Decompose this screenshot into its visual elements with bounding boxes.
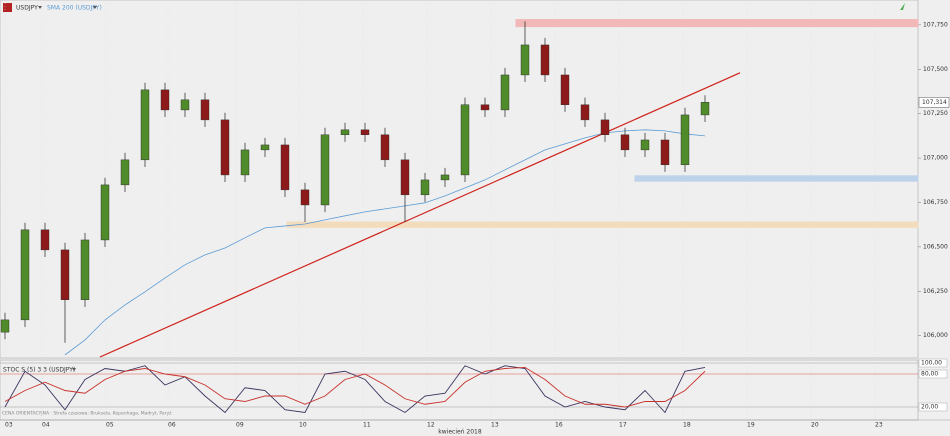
x-tick-label: 13 [491,422,499,429]
candle-body [40,229,50,251]
candle-body [220,119,230,176]
x-tick-label: 16 [555,422,563,429]
candle-body [300,189,310,206]
candle-body [240,149,250,176]
stoch-panel [0,359,919,421]
candle-body [660,139,670,166]
trend-icon [900,3,905,10]
footnote: CENA ORIENTACYJNA · Strefa czasowa: Bruk… [2,411,172,417]
zone [286,221,919,228]
x-tick-label: 20 [811,422,819,429]
x-tick-label: 09 [236,422,244,429]
candle-body [520,44,530,76]
y-tick-label: 107,500 [923,66,948,73]
candle-body [200,99,210,121]
y-tick-label: 107,750 [923,21,948,28]
dropdown-arrow[interactable] [38,6,42,9]
zone [515,19,919,28]
candle-body [260,144,270,151]
candle-body [700,102,710,116]
last-price-box [918,97,950,108]
candle-body [140,89,150,161]
candle-body [180,99,190,111]
indicator-name: SMA 200 (USDJPY) [47,5,102,12]
x-tick-label: 10 [299,422,307,429]
candle-body [0,319,10,333]
candle-body [400,159,410,196]
y-tick-label: 107,250 [923,110,948,117]
x-tick-label: 12 [427,422,435,429]
candle-body [620,134,630,151]
candle-body [80,239,90,301]
candle-body [680,114,690,166]
candle-body [360,129,370,136]
tick-box [918,402,948,412]
stoch-line [4,366,706,408]
dropdown-arrow[interactable] [72,368,76,371]
candle-body [160,89,170,111]
x-tick-label: 17 [619,422,627,429]
candle-body [580,104,590,121]
candle-body [420,179,430,196]
y-tick-label: 106,250 [923,288,948,295]
stoch-line [4,365,706,414]
x-tick-label: 06 [168,422,176,429]
candle-body [500,74,510,111]
y-tick-label: 107,000 [923,155,948,162]
candle-body [480,104,490,111]
trendline [99,72,741,358]
zone [634,175,919,182]
candle-body [320,134,330,206]
y-tick-label: 20,00 [921,404,938,411]
y-tick-label: 106,750 [923,199,948,206]
y-tick-label: 80,00 [921,371,938,378]
candle-body [280,144,290,191]
candle-body [380,134,390,161]
sma-line [64,129,706,356]
candle-body [60,249,70,301]
y-tick-label: 106,000 [923,332,948,339]
stoch-plot: 100,00 80,00 20,00 [0,358,948,414]
y-tick-label: 100,00 [921,360,942,367]
tick-box [918,358,948,368]
x-tick-label: 05 [106,422,114,429]
candle-body [640,139,650,151]
x-axis-title: kwiecień 2018 [438,429,482,436]
candle-body [460,104,470,176]
candle-body [440,174,450,181]
tick-box [918,369,948,379]
candle-body [20,229,30,321]
x-tick-label: 03 [5,422,13,429]
candle-body [600,119,610,136]
candle-body [540,44,550,76]
x-tick-label: 11 [363,422,371,429]
candle-body [100,184,110,241]
candle-body [560,74,570,105]
x-tick-label: 23 [875,422,883,429]
symbol-icon [3,3,12,12]
x-tick-label: 18 [683,422,691,429]
symbol: USDJPY [16,5,38,12]
last-price-label: 107,314 [922,99,947,106]
x-tick-label: 19 [747,422,755,429]
y-tick-label: 106,500 [923,243,948,250]
x-tick-label: 04 [42,422,50,429]
stoch-title: STOC S (5) 3 3 (USDJPY) [3,367,75,374]
candle-body [120,159,130,186]
dropdown-arrow[interactable] [93,6,97,9]
candle-body [340,129,350,136]
